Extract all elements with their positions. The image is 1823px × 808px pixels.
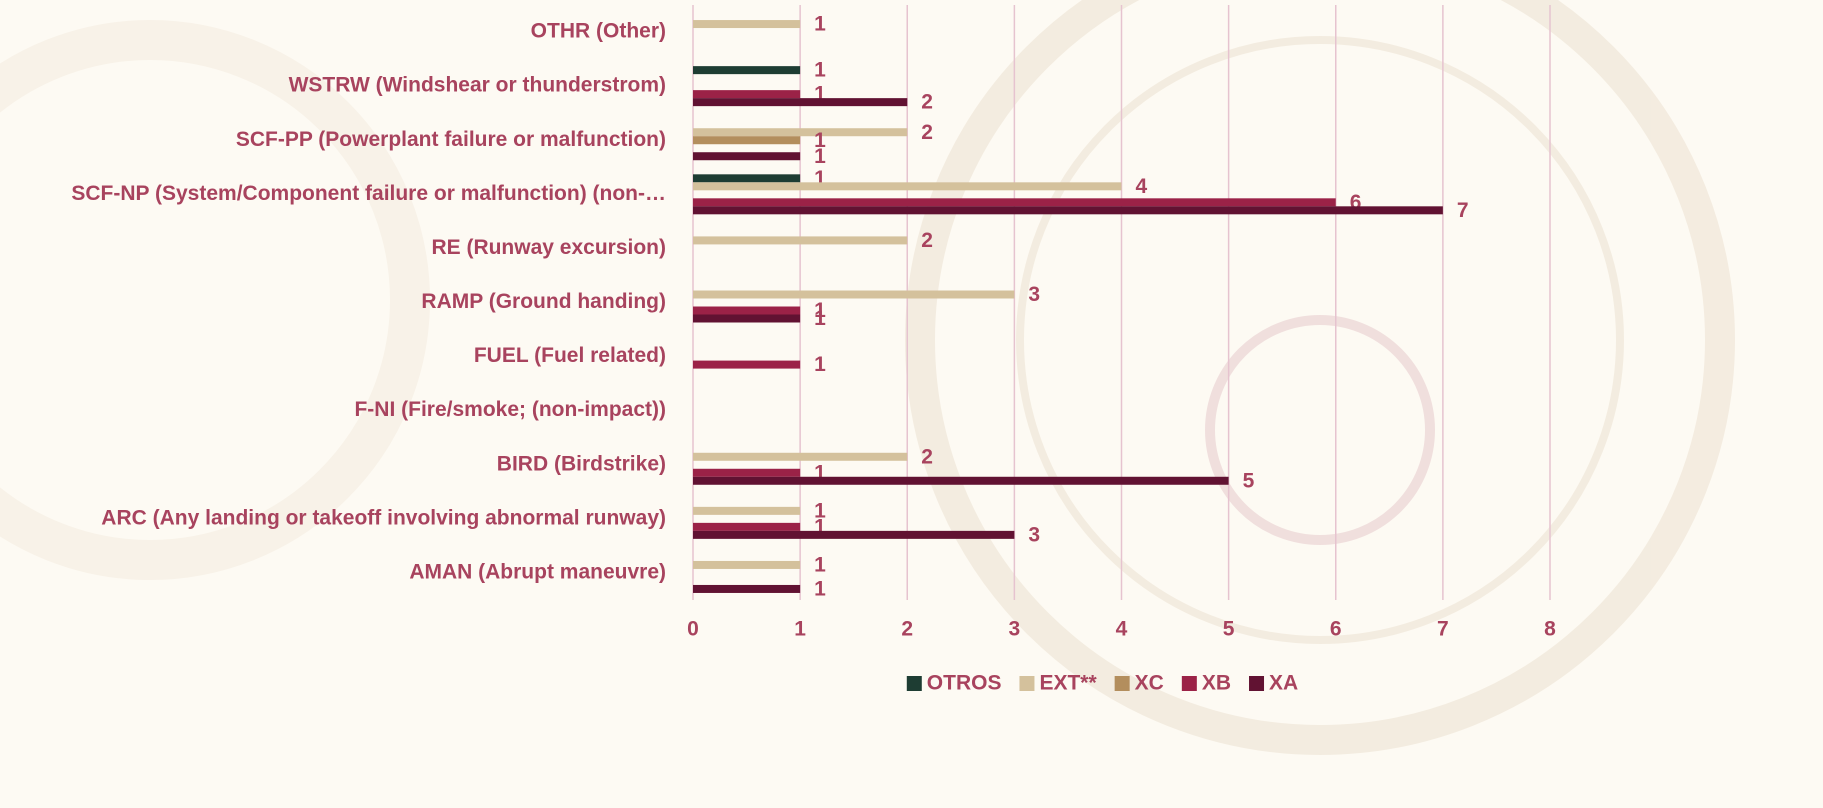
bar	[693, 182, 1122, 191]
legend-label: XA	[1269, 672, 1298, 695]
legend-swatch	[1249, 676, 1265, 691]
legend-label: EXT**	[1039, 672, 1097, 695]
data-label: 7	[1457, 199, 1469, 222]
bar	[693, 468, 801, 477]
bar	[693, 90, 801, 99]
y-tick-label: FUEL (Fuel related)	[474, 344, 666, 367]
watermark	[0, 0, 1735, 755]
data-label: 1	[814, 307, 826, 330]
data-label: 3	[1028, 283, 1040, 306]
data-label: 1	[814, 554, 826, 577]
bar	[693, 314, 801, 323]
legend-swatch	[1181, 676, 1197, 691]
bar	[693, 530, 1015, 539]
y-tick-label: RE (Runway excursion)	[431, 236, 666, 259]
y-tick-label: SCF-NP (System/Component failure or malf…	[71, 182, 666, 205]
bar	[693, 206, 1443, 215]
x-tick-label: 7	[1437, 618, 1449, 641]
data-label: 2	[921, 445, 933, 468]
y-tick-label: ARC (Any landing or takeoff involving ab…	[101, 506, 666, 529]
x-tick-label: 2	[901, 618, 913, 641]
bar	[693, 560, 801, 569]
bar	[693, 360, 801, 369]
legend-swatch	[1019, 676, 1035, 691]
x-tick-label: 3	[1009, 618, 1021, 641]
bar	[693, 290, 1015, 299]
data-label: 1	[814, 13, 826, 36]
y-tick-label: BIRD (Birdstrike)	[497, 452, 666, 475]
bar	[693, 522, 801, 531]
x-tick-label: 4	[1116, 618, 1128, 641]
data-label: 6	[1350, 191, 1362, 214]
y-tick-label: WSTRW (Windshear or thunderstrom)	[289, 74, 666, 97]
bar	[693, 198, 1336, 207]
data-label: 1	[814, 129, 826, 152]
legend-swatch	[906, 676, 922, 691]
data-label: 1	[814, 145, 826, 168]
y-tick-label: SCF-PP (Powerplant failure or malfunctio…	[236, 128, 666, 151]
bar	[693, 452, 908, 461]
bar	[693, 306, 801, 315]
legend-swatch	[1114, 676, 1130, 691]
bar	[693, 236, 908, 245]
data-label: 1	[814, 499, 826, 522]
legend-label: OTROS	[927, 672, 1002, 695]
data-label: 2	[921, 229, 933, 252]
data-label: 3	[1028, 523, 1040, 546]
bar	[693, 152, 801, 161]
data-label: 2	[921, 91, 933, 114]
y-tick-label: RAMP (Ground handing)	[421, 290, 666, 313]
data-label: 2	[921, 121, 933, 144]
y-tick-label: AMAN (Abrupt maneuvre)	[409, 561, 666, 584]
bar	[693, 66, 801, 75]
data-label: 5	[1243, 469, 1255, 492]
bar	[693, 506, 801, 515]
x-tick-label: 5	[1223, 618, 1235, 641]
data-label: 1	[814, 299, 826, 322]
legend-label: XC	[1135, 672, 1164, 695]
bar	[693, 476, 1229, 485]
bar	[693, 128, 908, 137]
data-label: 1	[814, 353, 826, 376]
x-tick-label: 8	[1544, 618, 1556, 641]
data-label: 1	[814, 59, 826, 82]
x-tick-label: 6	[1330, 618, 1342, 641]
x-tick-label: 0	[687, 618, 699, 641]
bar	[693, 20, 801, 29]
bar	[693, 174, 801, 183]
data-label: 1	[814, 578, 826, 601]
bar	[693, 584, 801, 593]
x-tick-label: 1	[794, 618, 806, 641]
bar	[693, 98, 908, 107]
data-label: 4	[1136, 175, 1148, 198]
bar	[693, 136, 801, 145]
legend-label: XB	[1202, 672, 1231, 695]
y-tick-label: OTHR (Other)	[531, 20, 666, 43]
y-tick-label: F-NI (Fire/smoke; (non-impact))	[354, 398, 666, 421]
